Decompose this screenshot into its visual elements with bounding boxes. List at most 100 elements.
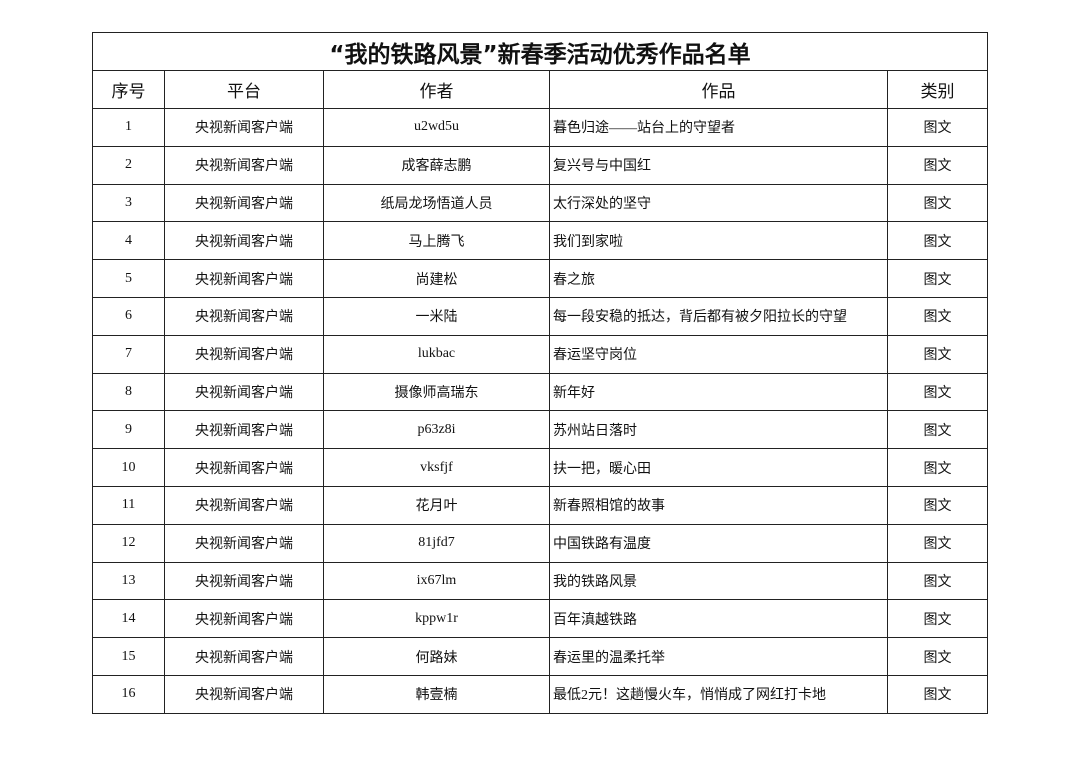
- cell-platform: 央视新闻客户端: [164, 561, 324, 601]
- table-title: “我的铁路风景”新春季活动优秀作品名单: [91, 32, 989, 71]
- cell-no: 2: [92, 145, 165, 185]
- cell-category: 图文: [886, 637, 989, 676]
- cell-work: 扶一把，暖心田: [549, 448, 888, 487]
- table-row: 15 央视新闻客户端 何路妹 春运里的温柔托举 图文: [92, 637, 989, 676]
- title-row: “我的铁路风景”新春季活动优秀作品名单: [91, 32, 989, 71]
- cell-platform: 央视新闻客户端: [164, 221, 324, 261]
- cell-work: 我的铁路风景: [549, 561, 888, 601]
- cell-work: 百年滇越铁路: [549, 599, 888, 639]
- table-row: 1 央视新闻客户端 u2wd5u 暮色归途——站台上的守望者 图文: [92, 108, 989, 147]
- winners-table: “我的铁路风景”新春季活动优秀作品名单 序号 平台 作者 作品 类别 1 央视新闻…: [91, 32, 989, 714]
- cell-category: 图文: [886, 523, 989, 563]
- table-row: 13 央视新闻客户端 ix67lm 我的铁路风景 图文: [92, 561, 989, 601]
- table-body: 1 央视新闻客户端 u2wd5u 暮色归途——站台上的守望者 图文 2 央视新闻客户端 成客薛…: [92, 108, 989, 714]
- header-no: 序号: [92, 70, 165, 109]
- cell-category: 图文: [886, 674, 989, 714]
- cell-author: ix67lm: [323, 561, 550, 601]
- table-row: 12 央视新闻客户端 81jfd7 中国铁路有温度 图文: [92, 523, 989, 563]
- table-row: 16 央视新闻客户端 韩壹楠 最低2元！这趟慢火车，悄悄成了网红打卡地 图文: [92, 674, 989, 714]
- header-author: 作者: [323, 70, 550, 109]
- cell-category: 图文: [886, 259, 989, 298]
- cell-platform: 央视新闻客户端: [164, 637, 324, 676]
- cell-platform: 央视新闻客户端: [164, 296, 324, 336]
- cell-author: 81jfd7: [323, 523, 550, 563]
- cell-no: 16: [92, 674, 165, 714]
- cell-no: 4: [92, 221, 165, 261]
- cell-no: 8: [92, 372, 165, 412]
- cell-author: u2wd5u: [323, 108, 550, 147]
- cell-platform: 央视新闻客户端: [164, 599, 324, 639]
- header-category: 类别: [886, 70, 989, 109]
- cell-category: 图文: [886, 296, 989, 336]
- cell-platform: 央视新闻客户端: [164, 145, 324, 185]
- cell-platform: 央视新闻客户端: [164, 259, 324, 298]
- header-work: 作品: [549, 70, 888, 109]
- cell-no: 1: [92, 108, 165, 147]
- cell-no: 7: [92, 334, 165, 374]
- cell-platform: 央视新闻客户端: [164, 334, 324, 374]
- table-row: 8 央视新闻客户端 摄像师高瑞东 新年好 图文: [92, 372, 989, 412]
- table-row: 9 央视新闻客户端 p63z8i 苏州站日落时 图文: [92, 410, 989, 450]
- cell-platform: 央视新闻客户端: [164, 108, 324, 147]
- cell-work: 新年好: [549, 372, 888, 412]
- table-row: 7 央视新闻客户端 lukbac 春运坚守岗位 图文: [92, 334, 989, 374]
- cell-category: 图文: [886, 448, 989, 487]
- cell-category: 图文: [886, 221, 989, 261]
- table-row: 5 央视新闻客户端 尚建松 春之旅 图文: [92, 259, 989, 298]
- cell-no: 5: [92, 259, 165, 298]
- cell-work: 最低2元！这趟慢火车，悄悄成了网红打卡地: [549, 674, 888, 714]
- cell-author: p63z8i: [323, 410, 550, 450]
- cell-category: 图文: [886, 145, 989, 185]
- cell-no: 13: [92, 561, 165, 601]
- cell-category: 图文: [886, 372, 989, 412]
- table-row: 10 央视新闻客户端 vksfjf 扶一把，暖心田 图文: [92, 448, 989, 487]
- cell-category: 图文: [886, 410, 989, 450]
- cell-category: 图文: [886, 599, 989, 639]
- table-row: 11 央视新闻客户端 花月叶 新春照相馆的故事 图文: [92, 485, 989, 525]
- cell-platform: 央视新闻客户端: [164, 410, 324, 450]
- cell-author: 尚建松: [323, 259, 550, 298]
- cell-work: 每一段安稳的抵达，背后都有被夕阳拉长的守望: [549, 296, 888, 336]
- cell-no: 14: [92, 599, 165, 639]
- cell-no: 15: [92, 637, 165, 676]
- table-row: 2 央视新闻客户端 成客薛志鹏 复兴号与中国红 图文: [92, 145, 989, 185]
- cell-author: 一米陆: [323, 296, 550, 336]
- cell-work: 苏州站日落时: [549, 410, 888, 450]
- cell-author: vksfjf: [323, 448, 550, 487]
- table-row: 6 央视新闻客户端 一米陆 每一段安稳的抵达，背后都有被夕阳拉长的守望 图文: [92, 296, 989, 336]
- header-row: 序号 平台 作者 作品 类别: [92, 70, 989, 109]
- cell-category: 图文: [886, 183, 989, 223]
- cell-author: 韩壹楠: [323, 674, 550, 714]
- cell-category: 图文: [886, 334, 989, 374]
- cell-work: 春之旅: [549, 259, 888, 298]
- cell-author: 摄像师高瑞东: [323, 372, 550, 412]
- cell-platform: 央视新闻客户端: [164, 485, 324, 525]
- cell-work: 我们到家啦: [549, 221, 888, 261]
- cell-work: 暮色归途——站台上的守望者: [549, 108, 888, 147]
- cell-platform: 央视新闻客户端: [164, 372, 324, 412]
- table-row: 4 央视新闻客户端 马上腾飞 我们到家啦 图文: [92, 221, 989, 261]
- cell-work: 太行深处的坚守: [549, 183, 888, 223]
- cell-work: 中国铁路有温度: [549, 523, 888, 563]
- cell-author: 成客薛志鹏: [323, 145, 550, 185]
- cell-platform: 央视新闻客户端: [164, 523, 324, 563]
- cell-platform: 央视新闻客户端: [164, 674, 324, 714]
- cell-author: 马上腾飞: [323, 221, 550, 261]
- cell-author: lukbac: [323, 334, 550, 374]
- cell-author: 何路妹: [323, 637, 550, 676]
- cell-author: 纸局龙场悟道人员: [323, 183, 550, 223]
- table-row: 14 央视新闻客户端 kppw1r 百年滇越铁路 图文: [92, 599, 989, 639]
- cell-no: 9: [92, 410, 165, 450]
- cell-work: 复兴号与中国红: [549, 145, 888, 185]
- cell-no: 12: [92, 523, 165, 563]
- cell-work: 春运坚守岗位: [549, 334, 888, 374]
- cell-no: 11: [92, 485, 165, 525]
- cell-no: 3: [92, 183, 165, 223]
- cell-work: 新春照相馆的故事: [549, 485, 888, 525]
- cell-category: 图文: [886, 485, 989, 525]
- cell-category: 图文: [886, 561, 989, 601]
- cell-author: kppw1r: [323, 599, 550, 639]
- cell-author: 花月叶: [323, 485, 550, 525]
- table-row: 3 央视新闻客户端 纸局龙场悟道人员 太行深处的坚守 图文: [92, 183, 989, 223]
- cell-platform: 央视新闻客户端: [164, 448, 324, 487]
